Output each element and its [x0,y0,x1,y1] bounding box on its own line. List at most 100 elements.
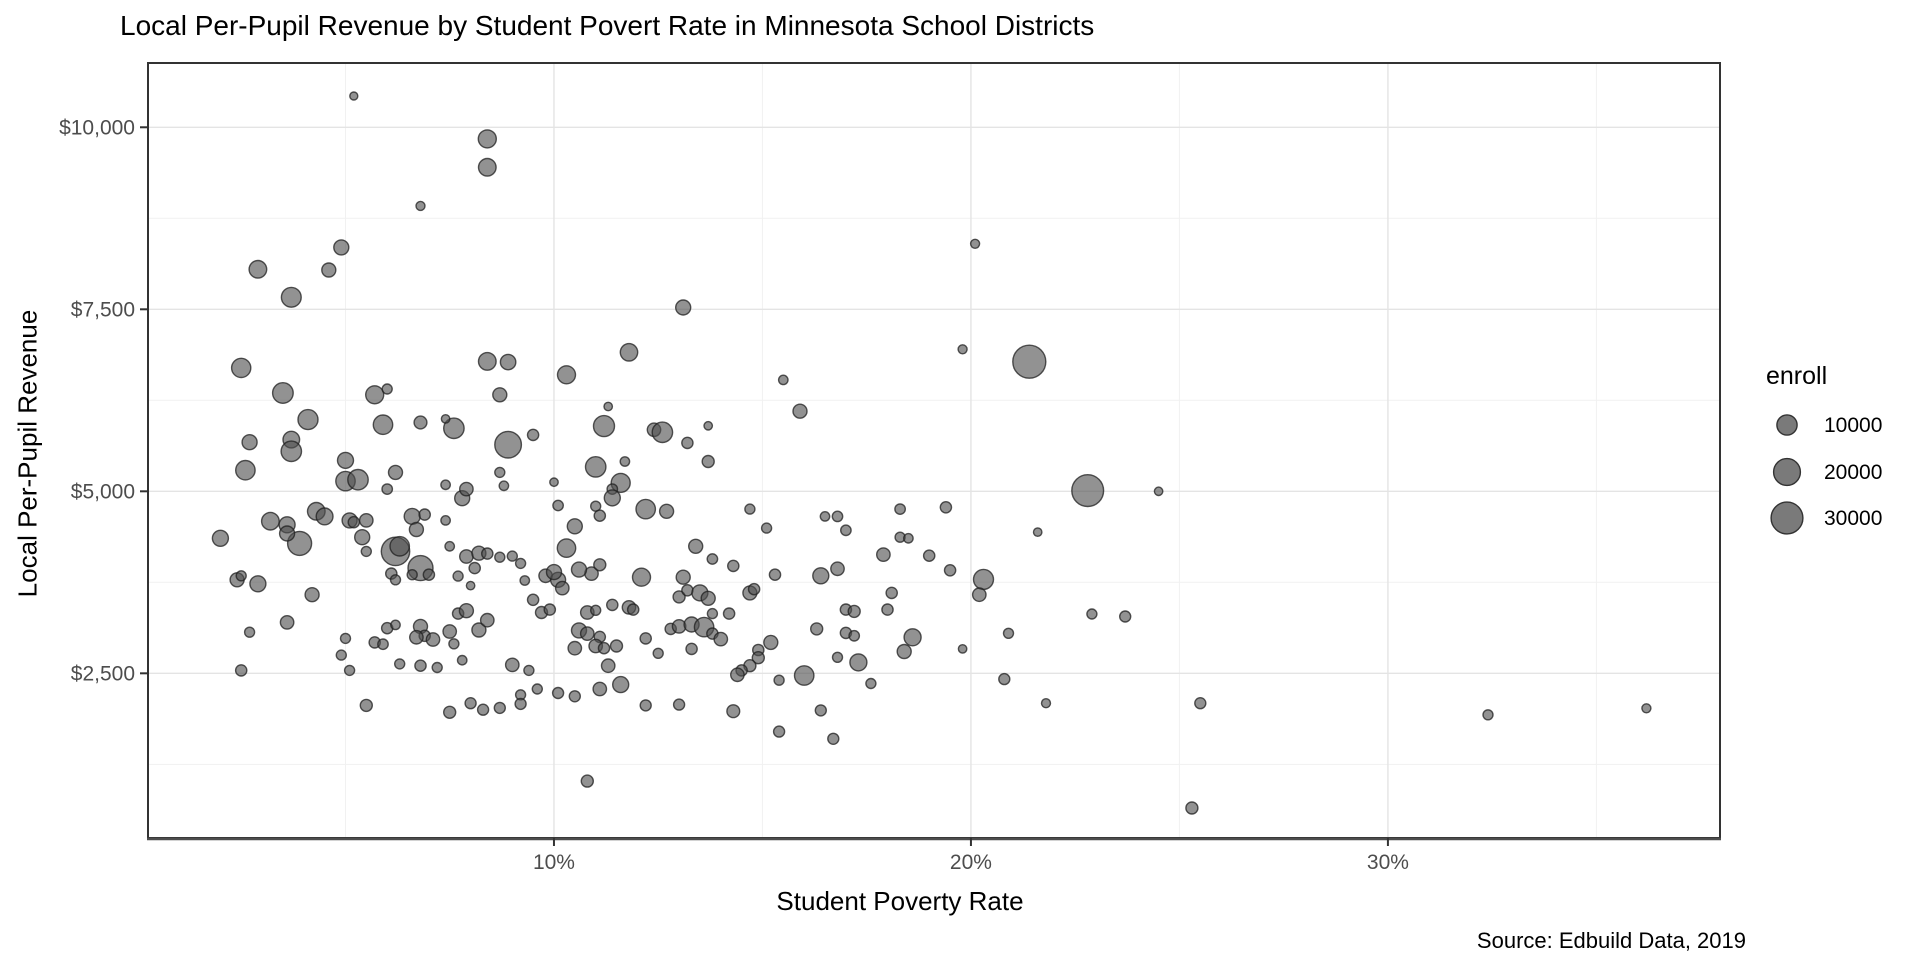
data-point [567,640,583,656]
data-point [381,383,393,395]
data-point [452,570,464,582]
data-point [458,603,475,619]
grid-minor [148,63,1720,838]
data-point [444,540,456,552]
data-point [751,651,765,665]
data-point [418,508,432,521]
data-point [713,631,729,647]
data-point [349,91,359,101]
data-point [234,459,256,481]
data-point [333,239,350,256]
data-point [480,547,494,560]
data-point [279,615,295,630]
data-point [896,643,912,660]
data-point [792,403,808,419]
data-point [271,382,294,405]
data-point [358,513,374,528]
data-point [631,567,652,587]
data-point [972,568,995,591]
data-point [230,357,252,379]
data-point [819,511,831,522]
data-point [249,575,267,593]
data-point [639,632,653,645]
data-point [413,415,428,430]
data-point [477,351,497,371]
data-point [701,454,715,469]
data-point [389,535,411,557]
data-point [545,563,563,581]
data-point [471,622,487,638]
data-point [688,538,704,554]
y-tick-label: $10,000 [59,116,135,139]
data-point [579,626,595,641]
legend-size-swatch [1770,501,1804,535]
data-point [241,434,258,451]
data-point [672,698,686,711]
data-point [1002,627,1015,639]
data-point [590,604,602,616]
data-point [1012,344,1047,379]
data-point [831,651,844,663]
data-point [730,667,745,683]
legend-entry-label: 10000 [1824,414,1882,437]
data-point [903,628,922,647]
source-caption: Source: Edbuild Data, 2019 [1476,928,1746,953]
data-point [943,564,957,577]
data-point [465,580,476,591]
data-point [506,550,518,562]
data-point [335,649,347,661]
data-point [722,607,736,620]
data-point [592,414,616,438]
data-point [552,499,564,512]
data-point [675,299,692,316]
data-point [922,549,936,563]
grid-major [148,63,1720,838]
data-point [377,638,389,651]
data-point [394,658,406,670]
data-point [1482,709,1494,721]
data-point [278,525,296,542]
plot-panel [148,63,1720,838]
data-point [514,557,527,570]
data-point [389,574,402,586]
legend-entry-label: 20000 [1824,461,1882,484]
data-point [639,699,652,712]
legend-size-swatch [1772,457,1802,487]
data-point [635,498,657,520]
data-point [830,561,845,577]
data-point [903,532,914,544]
data-point [626,603,640,616]
data-point [476,703,490,716]
data-point [603,401,614,412]
data-point [514,697,527,711]
data-point [458,481,474,497]
data-point [1194,697,1207,710]
y-tick-label: $2,500 [71,662,135,685]
data-point [477,157,497,177]
data-point [414,659,427,673]
data-point [422,568,436,582]
data-point [957,644,968,654]
data-point [957,344,968,355]
data-point [600,658,616,674]
data-point [876,547,891,562]
data-point [772,725,786,738]
data-point [280,286,302,308]
data-point [526,428,540,442]
data-point [971,587,987,603]
data-point [706,607,719,620]
data-point [1040,698,1052,709]
data-point [619,456,631,467]
data-point [425,632,441,647]
data-point [593,509,607,523]
data-point [840,524,852,537]
data-point [442,417,465,440]
data-point [584,455,607,478]
data-point [1641,703,1652,714]
data-point [531,683,543,695]
data-point [881,603,894,616]
data-point [1118,610,1132,623]
data-point [494,551,506,563]
data-point [543,603,557,616]
